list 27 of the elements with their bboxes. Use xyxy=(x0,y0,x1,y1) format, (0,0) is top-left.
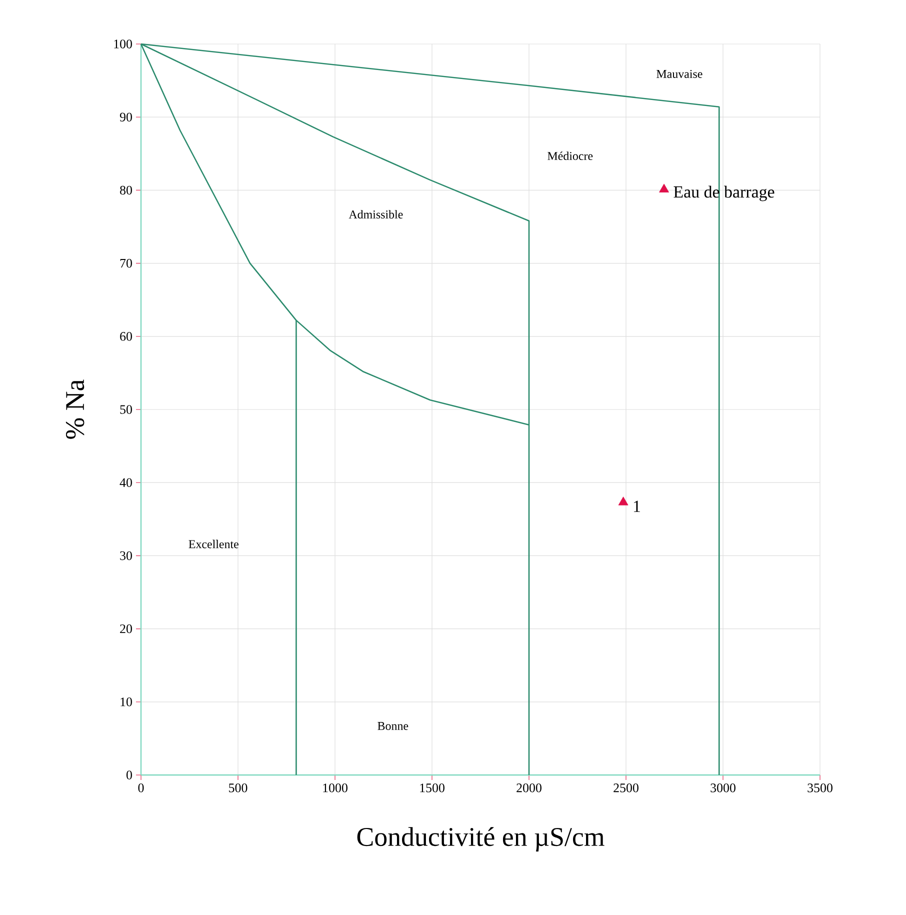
annotation: Mauvaise xyxy=(656,70,702,78)
x-tick-label: 500 xyxy=(229,784,248,792)
x-tick-label: 0 xyxy=(138,784,144,792)
x-tick-label: 3500 xyxy=(808,784,832,792)
y-tick-label: 10 xyxy=(120,698,132,706)
annotation: Médiocre xyxy=(548,152,593,160)
y-tick-label: 0 xyxy=(126,770,132,780)
y-axis-title: % Na xyxy=(66,380,84,439)
y-tick-label: 20 xyxy=(120,624,132,634)
annotation: Bonne xyxy=(378,722,408,730)
x-tick-label: 3000 xyxy=(710,784,736,792)
y-tick-label: 80 xyxy=(120,186,132,195)
annotation: Excellente xyxy=(188,540,238,548)
x-tick-label: 2500 xyxy=(614,784,638,792)
x-axis-title: Conductivité en µS/cm xyxy=(357,827,604,852)
series-label: 1 xyxy=(634,500,640,512)
y-tick-label: 90 xyxy=(120,112,132,122)
x-tick-label: 1500 xyxy=(420,784,444,792)
x-tick-label: 2000 xyxy=(516,784,542,792)
y-tick-label: 70 xyxy=(120,258,132,268)
annotation: Admissible xyxy=(348,210,403,219)
y-tick-label: 100 xyxy=(114,40,132,48)
y-tick-label: 50 xyxy=(120,405,132,414)
y-tick-label: 30 xyxy=(120,551,132,560)
y-tick-label: 40 xyxy=(120,478,132,487)
y-tick-label: 60 xyxy=(120,332,132,341)
x-tick-label: 1000 xyxy=(323,784,348,792)
